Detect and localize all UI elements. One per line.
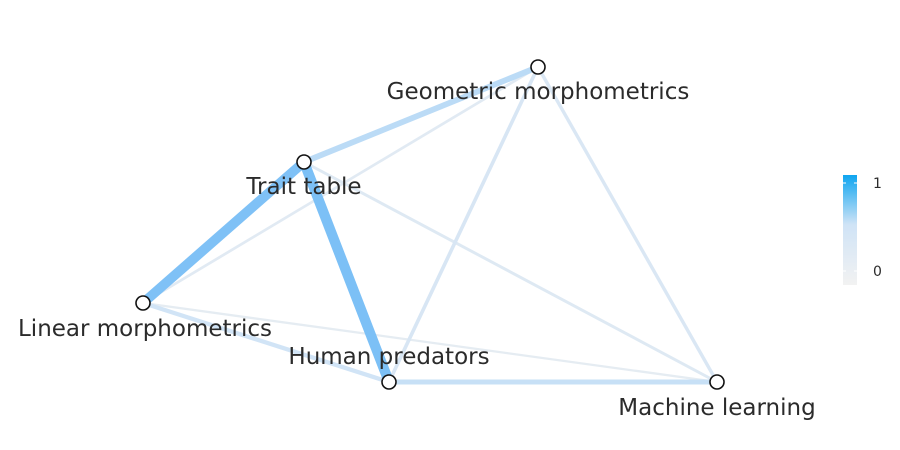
legend-gradient-bar [843, 175, 857, 285]
node-label-ml: Machine learning [618, 395, 815, 421]
node-ml [709, 374, 725, 390]
node-label-human: Human predators [288, 344, 489, 370]
edge-geo-human [387, 66, 540, 383]
node-geo [530, 59, 546, 75]
node-label-trait: Trait table [245, 174, 361, 200]
edge-linear-human [142, 300, 390, 385]
label-layer: Geometric morphometrics Trait table Linear… [18, 79, 816, 421]
edge-trait-linear [139, 158, 308, 307]
edge-trait-ml [303, 160, 718, 384]
edge-trait-geo [302, 64, 540, 165]
edge-trait-human [299, 160, 394, 384]
edge-layer [139, 64, 719, 385]
node-label-geo: Geometric morphometrics [387, 79, 690, 105]
color-legend: 1 0 [843, 175, 882, 285]
node-label-linear: Linear morphometrics [18, 316, 272, 342]
edge-geo-ml [536, 66, 719, 383]
node-human [381, 374, 397, 390]
edge-linear-geo [142, 65, 539, 305]
legend-max-label: 1 [873, 176, 882, 192]
node-layer [135, 59, 725, 390]
node-trait [296, 154, 312, 170]
edge-linear-ml [142, 301, 718, 384]
legend-min-label: 0 [873, 264, 882, 280]
node-linear [135, 295, 151, 311]
